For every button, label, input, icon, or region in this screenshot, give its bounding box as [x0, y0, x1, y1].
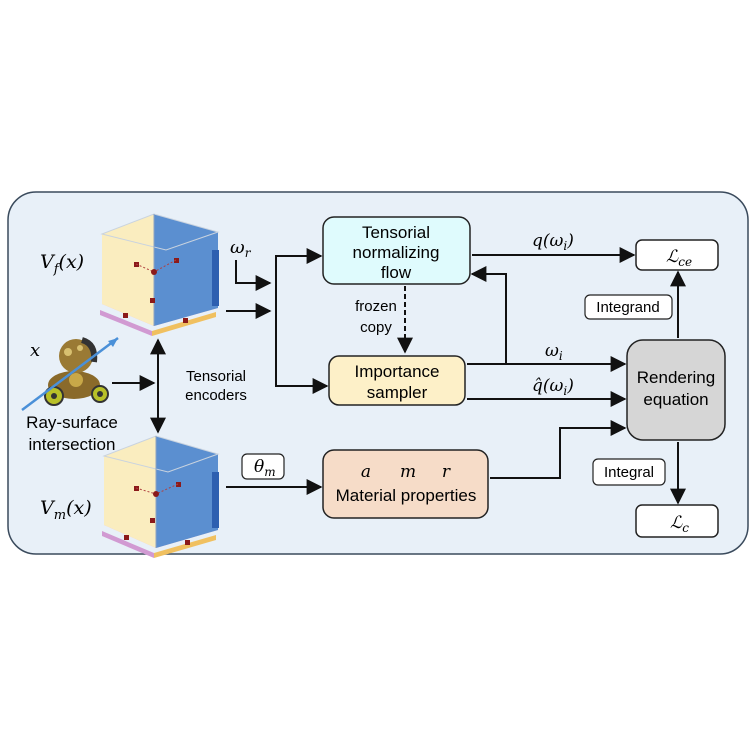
flow-label-line1: Tensorial	[362, 223, 430, 242]
robot-object-image	[21, 337, 119, 411]
flow-label-line2: normalizing	[353, 243, 440, 262]
integral-label: Integral	[604, 464, 654, 481]
theta-label-box	[241, 453, 285, 480]
vm-label: Vm(x)	[40, 497, 92, 523]
connection-arrows	[112, 247, 686, 505]
material-var-r: r	[442, 462, 451, 482]
omega-i-label: ωi	[545, 341, 563, 363]
encoders-label-line1: Tensorial	[186, 368, 246, 385]
sampler-label-line2: sampler	[367, 383, 428, 402]
x-label: x	[30, 340, 40, 361]
loss-ce-box	[635, 239, 719, 271]
material-var-m: m	[400, 462, 416, 482]
omega-r-label: ωr	[230, 237, 252, 260]
integrand-label-box	[584, 294, 673, 320]
qhat-omega-label: q̂(ωi)	[532, 376, 574, 398]
q-omega-label: q(ωi)	[532, 231, 574, 253]
material-label: Material properties	[336, 486, 477, 505]
loss-c-box	[635, 504, 719, 538]
frozen-label-line1: frozen	[355, 298, 397, 315]
vf-label: Vf(x)	[40, 251, 84, 277]
flow-label-line3: flow	[381, 263, 412, 282]
loss-ce-label: ℒce	[666, 247, 692, 269]
render-label-line1: Rendering	[637, 368, 715, 387]
ray-label-line1: Ray-surface	[26, 413, 118, 432]
normalizing-flow-box	[322, 216, 471, 285]
loss-c-label: ℒc	[670, 513, 689, 535]
material-grid-cube	[102, 435, 220, 558]
theta-label: θm	[254, 457, 276, 479]
render-label-line2: equation	[643, 390, 708, 409]
integral-label-box	[592, 458, 666, 486]
rendering-equation-box	[626, 339, 726, 441]
ray-label-line2: intersection	[29, 435, 116, 454]
feature-grid-cube	[100, 213, 220, 336]
encoders-label-line2: encoders	[185, 387, 247, 404]
material-properties-box	[322, 449, 489, 519]
importance-sampler-box	[328, 355, 466, 406]
sampler-label-line1: Importance	[354, 362, 439, 381]
integrand-label: Integrand	[596, 299, 659, 316]
frozen-label-line2: copy	[360, 319, 392, 336]
material-var-a: a	[361, 462, 371, 482]
